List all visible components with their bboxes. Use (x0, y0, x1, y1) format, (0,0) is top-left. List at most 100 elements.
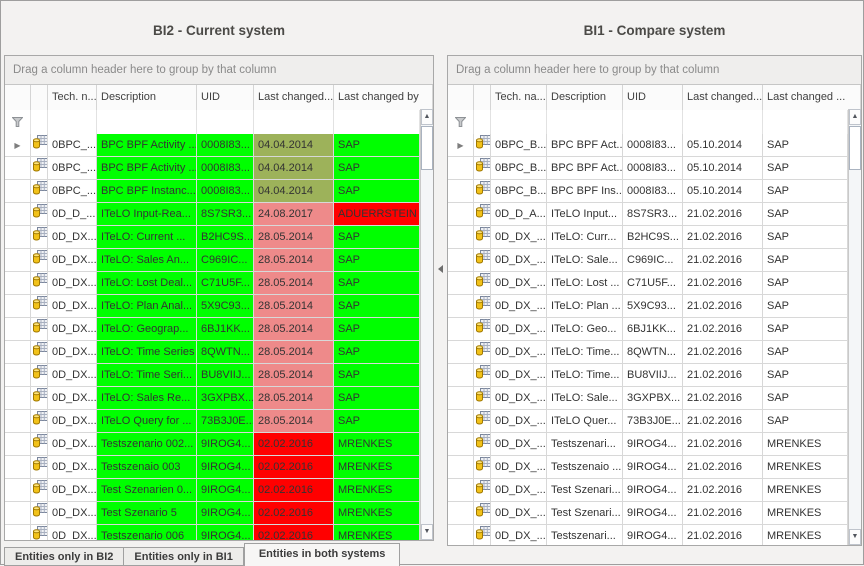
vertical-scrollbar[interactable]: ▲ ▼ (848, 109, 861, 545)
table-row[interactable]: 0D_DX_... Testszenari... 9IROG4... 21.02.20… (448, 433, 848, 456)
scroll-up-button[interactable]: ▲ (421, 109, 433, 125)
table-row[interactable]: 0D_DX... ITeLO Query for ... 73B3J0E... 28.… (5, 410, 420, 433)
cell-date[interactable]: 04.04.2014 (254, 134, 334, 157)
row-indicator-cell[interactable] (5, 226, 31, 249)
cell-date[interactable]: 28.05.2014 (254, 226, 334, 249)
cell-uid[interactable]: C71U5F... (197, 272, 254, 295)
cell-uid[interactable]: 8S7SR3... (197, 203, 254, 226)
table-row[interactable]: 0D_DX_... ITeLO: Geo... 6BJ1KK... 21.02.201… (448, 318, 848, 341)
group-by-band[interactable]: Drag a column header here to group by th… (5, 56, 433, 85)
scroll-down-button[interactable]: ▼ (421, 524, 433, 540)
cell-desc[interactable]: ITeLO: Plan Anal... (97, 295, 197, 318)
cell-desc[interactable]: BPC BPF Ins... (547, 180, 623, 203)
row-indicator-cell[interactable] (5, 341, 31, 364)
row-indicator-cell[interactable] (5, 318, 31, 341)
entity-icon-cell[interactable] (474, 387, 491, 410)
column-header[interactable]: Tech. n... (48, 85, 97, 110)
entity-icon-cell[interactable] (474, 157, 491, 180)
row-indicator-cell[interactable] (448, 226, 474, 249)
cell-tech[interactable]: 0D_DX_... (491, 364, 547, 387)
table-row[interactable]: 0D_DX_... ITeLO: Curr... B2HC9S... 21.02.20… (448, 226, 848, 249)
table-row[interactable]: 0D_DX... ITeLO: Sales An... C969IC... 28.05… (5, 249, 420, 272)
cell-desc[interactable]: Test Szenarien 0... (97, 479, 197, 502)
cell-desc[interactable]: BPC BPF Instanc... (97, 180, 197, 203)
entity-icon-cell[interactable] (31, 157, 48, 180)
entity-icon-cell[interactable] (474, 272, 491, 295)
scroll-up-button[interactable]: ▲ (849, 109, 861, 125)
cell-by[interactable]: SAP (763, 318, 848, 341)
table-row[interactable]: 0D_DX... ITeLO: Time Series 8QWTN... 28.05.… (5, 341, 420, 364)
cell-desc[interactable]: ITeLO: Current ... (97, 226, 197, 249)
entity-icon-cell[interactable] (31, 272, 48, 295)
entity-icon-cell[interactable] (474, 433, 491, 456)
cell-tech[interactable]: 0D_D_A... (491, 203, 547, 226)
cell-date[interactable]: 28.05.2014 (254, 364, 334, 387)
row-indicator-cell[interactable] (5, 157, 31, 180)
cell-uid[interactable]: 9IROG4... (197, 456, 254, 479)
cell-desc[interactable]: ITeLO Input-Rea... (97, 203, 197, 226)
table-row[interactable]: ▶ 0BPC_... BPC BPF Activity ... 0008I83... 0… (5, 134, 420, 157)
entity-icon-cell[interactable] (474, 341, 491, 364)
row-indicator-cell[interactable] (5, 525, 31, 540)
table-row[interactable]: 0D_DX... ITeLO: Time Seri... BU8VIIJ... 28.… (5, 364, 420, 387)
cell-date[interactable]: 24.08.2017 (254, 203, 334, 226)
column-header[interactable]: Description (547, 85, 623, 110)
cell-date[interactable]: 21.02.2016 (683, 318, 763, 341)
cell-tech[interactable]: 0D_DX_... (491, 456, 547, 479)
cell-tech[interactable]: 0D_DX_... (491, 341, 547, 364)
table-row[interactable]: 0D_DX_... Testszenaio ... 9IROG4... 21.02.2… (448, 456, 848, 479)
table-row[interactable]: 0BPC_... BPC BPF Instanc... 0008I83... 04.0… (5, 180, 420, 203)
cell-by[interactable]: MRENKES (334, 479, 420, 502)
row-indicator-cell[interactable] (5, 502, 31, 525)
collapse-left-icon[interactable] (438, 265, 443, 273)
cell-uid[interactable]: 5X9C93... (623, 295, 683, 318)
entity-icon-cell[interactable] (474, 502, 491, 525)
table-row[interactable]: 0D_DX_... ITeLO: Lost ... C71U5F... 21.02.2… (448, 272, 848, 295)
cell-uid[interactable]: BU8VIIJ... (623, 364, 683, 387)
cell-date[interactable]: 02.02.2016 (254, 479, 334, 502)
cell-by[interactable]: SAP (763, 203, 848, 226)
cell-uid[interactable]: 0008I83... (623, 134, 683, 157)
group-by-band[interactable]: Drag a column header here to group by th… (448, 56, 861, 85)
filter-cell[interactable] (254, 110, 334, 134)
entity-icon-cell[interactable] (474, 364, 491, 387)
cell-by[interactable]: MRENKES (763, 456, 848, 479)
cell-tech[interactable]: 0D_DX_... (491, 272, 547, 295)
cell-uid[interactable]: 6BJ1KK... (197, 318, 254, 341)
cell-uid[interactable]: C71U5F... (623, 272, 683, 295)
table-row[interactable]: 0BPC_B... BPC BPF Ins... 0008I83... 05.10.2… (448, 180, 848, 203)
cell-desc[interactable]: ITeLO: Time... (547, 364, 623, 387)
table-row[interactable]: 0D_DX_... ITeLO: Time... 8QWTN... 21.02.201… (448, 341, 848, 364)
cell-uid[interactable]: 0008I83... (623, 157, 683, 180)
cell-date[interactable]: 28.05.2014 (254, 410, 334, 433)
row-indicator-cell[interactable] (5, 456, 31, 479)
row-indicator-cell[interactable] (448, 272, 474, 295)
cell-uid[interactable]: 8S7SR3... (623, 203, 683, 226)
cell-uid[interactable]: 0008I83... (197, 180, 254, 203)
cell-desc[interactable]: ITeLO: Curr... (547, 226, 623, 249)
cell-desc[interactable]: Testszenario 002... (97, 433, 197, 456)
cell-desc[interactable]: ITeLO Input... (547, 203, 623, 226)
entity-icon-cell[interactable] (31, 433, 48, 456)
cell-by[interactable]: SAP (763, 226, 848, 249)
cell-date[interactable]: 21.02.2016 (683, 479, 763, 502)
cell-date[interactable]: 02.02.2016 (254, 525, 334, 540)
filter-cell[interactable] (683, 110, 763, 134)
cell-uid[interactable]: BU8VIIJ... (197, 364, 254, 387)
cell-desc[interactable]: Testszenari... (547, 525, 623, 545)
cell-tech[interactable]: 0BPC_B... (491, 134, 547, 157)
cell-tech[interactable]: 0D_DX_... (491, 387, 547, 410)
cell-date[interactable]: 02.02.2016 (254, 433, 334, 456)
cell-by[interactable]: MRENKES (334, 525, 420, 540)
entity-icon-cell[interactable] (474, 456, 491, 479)
cell-desc[interactable]: ITeLO: Time Seri... (97, 364, 197, 387)
filter-cell[interactable] (547, 110, 623, 134)
cell-uid[interactable]: 9IROG4... (197, 525, 254, 540)
cell-date[interactable]: 02.02.2016 (254, 456, 334, 479)
table-row[interactable]: 0D_DX... ITeLO: Geograp... 6BJ1KK... 28.05.… (5, 318, 420, 341)
row-indicator-cell[interactable] (448, 456, 474, 479)
cell-desc[interactable]: Testszenaio ... (547, 456, 623, 479)
cell-tech[interactable]: 0BPC_B... (491, 157, 547, 180)
entity-icon-cell[interactable] (31, 479, 48, 502)
cell-date[interactable]: 28.05.2014 (254, 295, 334, 318)
